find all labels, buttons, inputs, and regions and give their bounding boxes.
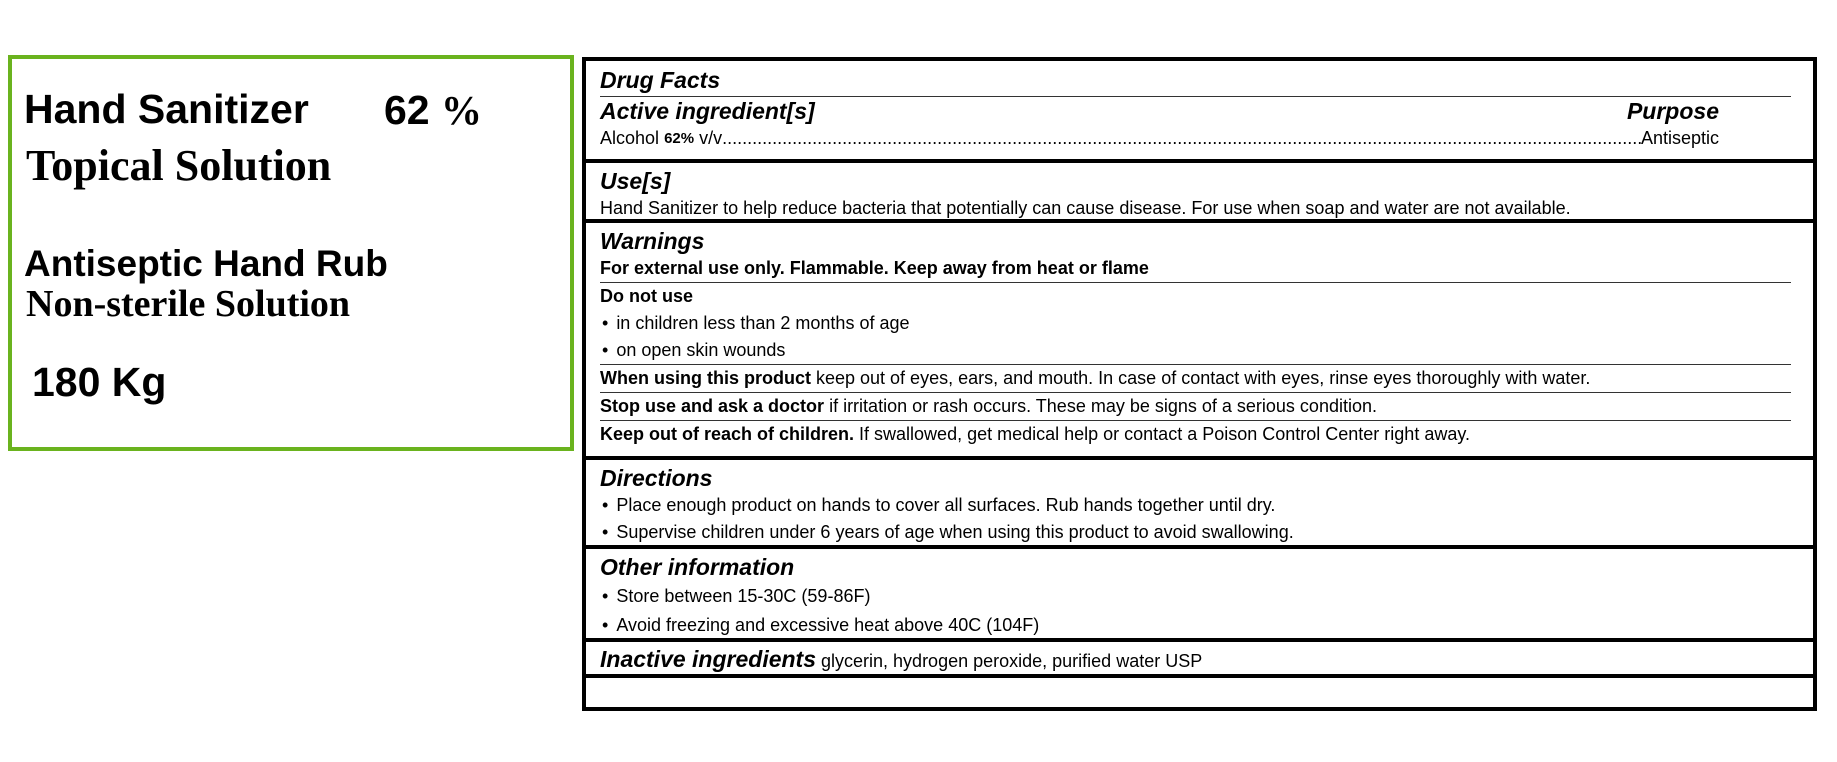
product-label-panel: Hand Sanitizer 62 % Topical Solution Ant… [8,55,574,451]
other-heading: Other information [600,554,795,580]
product-name: Hand Sanitizer [24,86,309,132]
do-not-use-item: in children less than 2 months of age [600,310,1799,337]
other-item: Store between 15-30C (59-86F) [600,583,1799,610]
keep-out-warning: Keep out of reach of children. If swallo… [600,421,1799,448]
strength-value: 62 [384,87,430,133]
uses-section: Use[s] Hand Sanitizer to help reduce bac… [586,163,1813,223]
ingredient-name: Alcohol [600,128,660,148]
warnings-heading: Warnings [600,228,705,254]
external-use-warning: For external use only. Flammable. Keep a… [600,258,1149,278]
active-heading: Active ingredient[s] [600,98,815,124]
do-not-use-heading: Do not use [600,286,693,306]
inactive-heading: Inactive ingredients [600,646,817,672]
divider [600,96,1791,97]
do-not-use-item: on open skin wounds [600,337,1799,364]
drug-facts-title: Drug Facts [600,67,721,93]
stop-use-warning: Stop use and ask a doctor if irritation … [600,393,1799,420]
purpose-value: Antiseptic [1640,128,1719,148]
directions-heading: Directions [600,465,713,491]
uses-text: Hand Sanitizer to help reduce bacteria t… [600,198,1571,218]
product-category: Antiseptic Hand Rub [24,243,388,284]
active-ingredients-section: Drug Facts Active ingredient[s] Purpose … [586,61,1813,163]
purpose-heading: Purpose [1626,98,1719,124]
ingredient-strength: 62% [664,130,695,147]
uses-heading: Use[s] [600,168,671,194]
when-using-text: keep out of eyes, ears, and mouth. In ca… [810,368,1591,388]
divider [600,420,1791,421]
sterility: Non-sterile Solution [26,283,351,325]
leader-dots: ........................................… [722,128,1641,148]
quantity: 180 Kg [32,359,167,405]
when-using-warning: When using this product keep out of eyes… [600,365,1799,392]
active-ingredient-row: Alcohol 62% v/v ........................… [600,125,1719,152]
ingredient-unit: v/v [699,128,723,148]
inactive-ingredients-section: Inactive ingredients glycerin, hydrogen … [586,642,1813,678]
warnings-section: Warnings For external use only. Flammabl… [586,223,1813,460]
keep-out-text: If swallowed, get medical help or contac… [854,424,1471,444]
percent-sign: % [441,87,483,133]
drug-facts-panel: Drug Facts Active ingredient[s] Purpose … [582,57,1817,711]
divider [600,392,1791,393]
stop-use-text: if irritation or rash occurs. These may … [824,396,1377,416]
when-using-label: When using this product [600,368,811,388]
dosage-form: Topical Solution [26,141,332,190]
stop-use-label: Stop use and ask a doctor [600,396,825,416]
divider [600,282,1791,283]
other-information-section: Other information Store between 15-30C (… [586,549,1813,642]
empty-section [586,678,1813,707]
keep-out-label: Keep out of reach of children. [600,424,855,444]
direction-item: Place enough product on hands to cover a… [600,492,1799,519]
direction-item: Supervise children under 6 years of age … [600,519,1799,546]
divider [600,364,1791,365]
other-item: Avoid freezing and excessive heat above … [600,612,1799,639]
strength: 62 % [384,86,482,134]
directions-section: Directions Place enough product on hands… [586,460,1813,549]
inactive-text: glycerin, hydrogen peroxide, purified wa… [816,651,1203,671]
